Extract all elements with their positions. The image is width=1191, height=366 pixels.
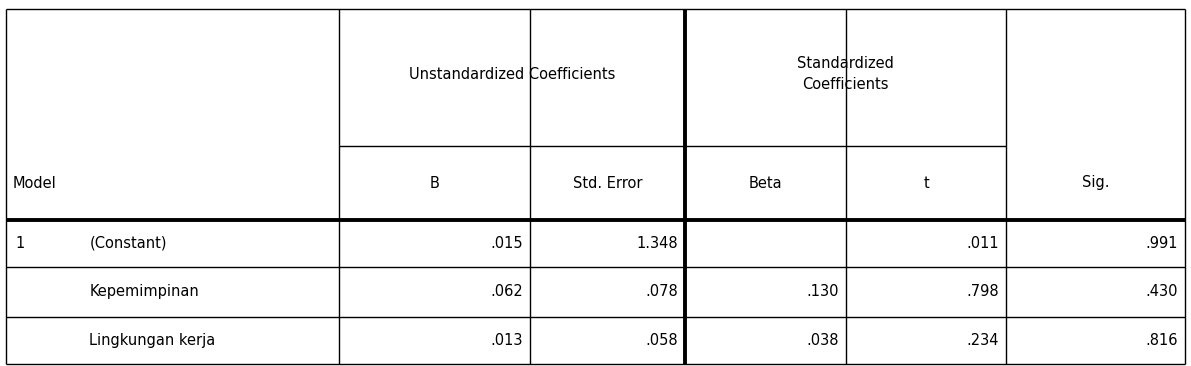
Text: Standardized
Coefficients: Standardized Coefficients [797,56,894,92]
Text: .078: .078 [646,284,678,299]
Text: .038: .038 [806,333,838,348]
Text: .816: .816 [1146,333,1178,348]
Text: B: B [430,176,439,190]
Text: 1: 1 [15,236,25,251]
Text: 1.348: 1.348 [636,236,678,251]
Text: .013: .013 [491,333,523,348]
Text: .991: .991 [1146,236,1178,251]
Text: .430: .430 [1146,284,1178,299]
Text: .798: .798 [967,284,999,299]
Text: .062: .062 [491,284,523,299]
Text: .234: .234 [967,333,999,348]
Text: .058: .058 [646,333,678,348]
Text: Lingkungan kerja: Lingkungan kerja [89,333,216,348]
Text: Model: Model [13,176,57,190]
Text: t: t [923,176,929,190]
Text: .015: .015 [491,236,523,251]
Text: Sig.: Sig. [1081,176,1110,190]
Text: (Constant): (Constant) [89,236,167,251]
Text: Std. Error: Std. Error [573,176,642,190]
Text: .011: .011 [967,236,999,251]
Text: Beta: Beta [748,176,782,190]
Text: Unstandardized Coefficients: Unstandardized Coefficients [409,67,616,82]
Text: .130: .130 [806,284,838,299]
Text: Kepemimpinan: Kepemimpinan [89,284,199,299]
